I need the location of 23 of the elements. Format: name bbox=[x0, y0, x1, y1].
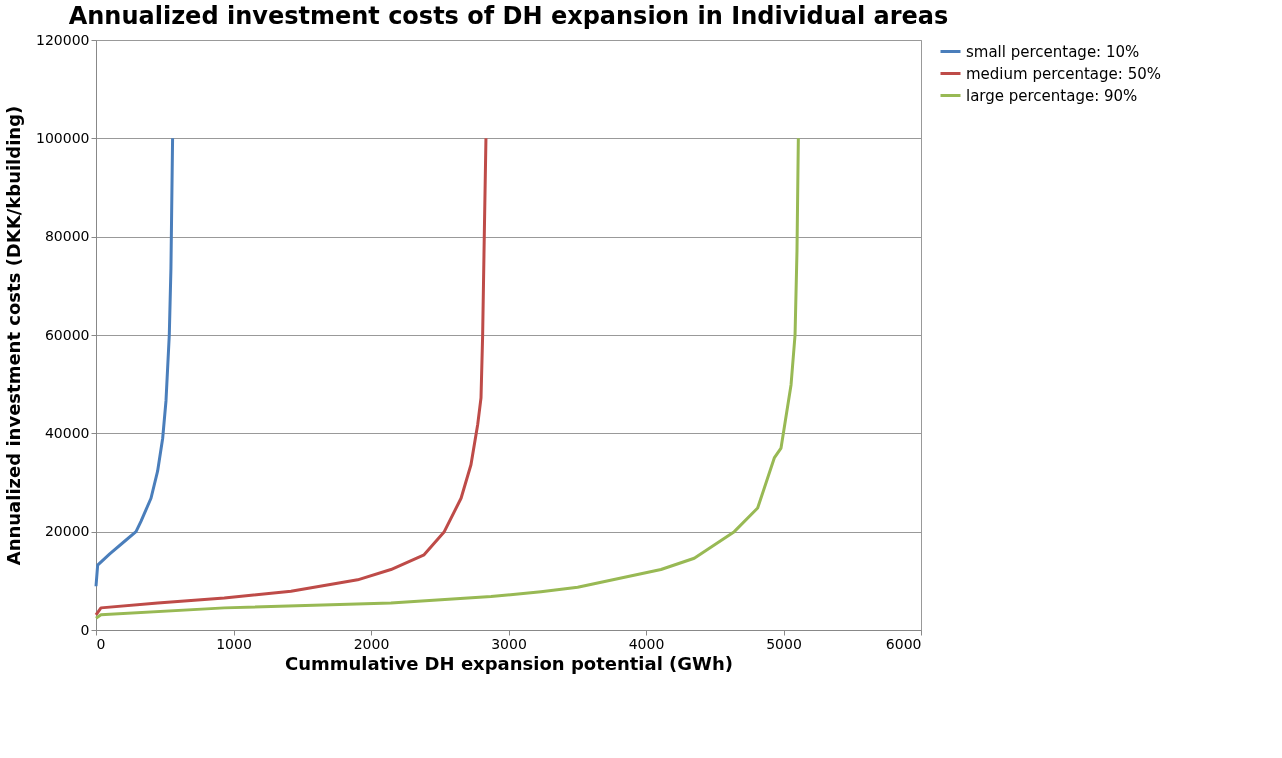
legend-label: large percentage: 90% bbox=[966, 86, 1138, 105]
y-tick-label: 40000 bbox=[44, 424, 90, 441]
y-tick-label: 60000 bbox=[44, 326, 90, 343]
legend-label: medium percentage: 50% bbox=[966, 64, 1161, 83]
x-tick-label: 2000 bbox=[353, 635, 390, 652]
x-tick-label: 0 bbox=[96, 635, 106, 652]
line-series bbox=[94, 136, 800, 620]
y-tick-label: 20000 bbox=[44, 523, 90, 540]
x-axis-title: Cummulative DH expansion potential (GWh) bbox=[284, 652, 734, 674]
y-axis-title: Annualized investment costs (DKK/kbuilding) bbox=[3, 105, 25, 566]
line-series bbox=[94, 136, 175, 588]
line-series bbox=[94, 136, 488, 617]
chart-title: Annualized investment costs of DH expansion in Individual areas bbox=[68, 2, 949, 30]
x-tick-label: 6000 bbox=[885, 635, 922, 652]
x-tick-label: 1000 bbox=[216, 635, 252, 652]
y-tick-label: 0 bbox=[80, 621, 90, 638]
y-tick-label: 80000 bbox=[44, 228, 90, 245]
x-tick-label: 4000 bbox=[628, 635, 665, 652]
x-tick-label: 3000 bbox=[491, 635, 527, 652]
y-tick-label: 100000 bbox=[36, 129, 90, 146]
x-tick-label: 5000 bbox=[766, 635, 802, 652]
legend-label: small percentage: 10% bbox=[966, 42, 1140, 61]
y-tick-label: 120000 bbox=[36, 31, 90, 48]
